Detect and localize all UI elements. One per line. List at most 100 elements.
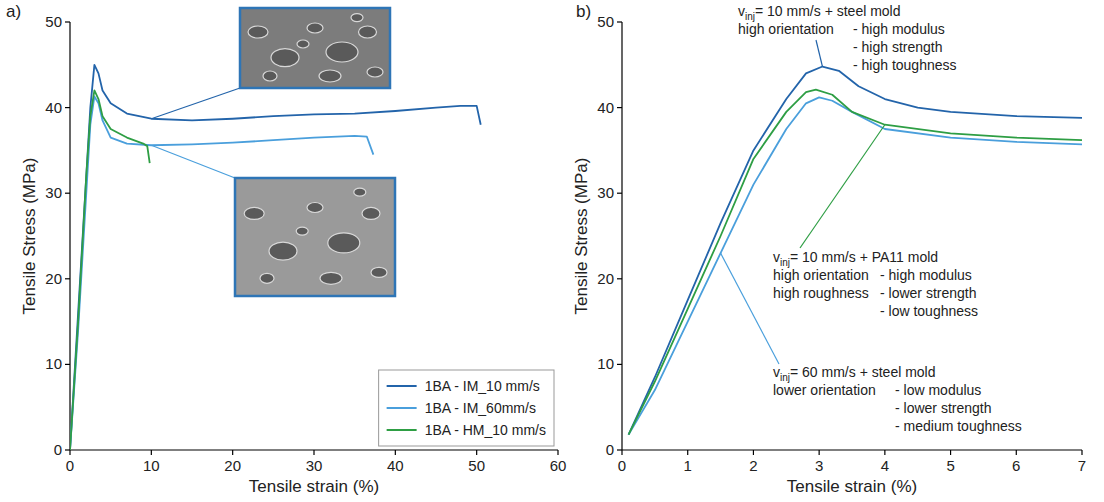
inset-connector <box>151 88 240 119</box>
sem-inset <box>240 8 390 88</box>
inset-particle <box>307 203 323 213</box>
x-tick <box>621 450 622 455</box>
y-axis-title: Tensile Stress (MPa) <box>20 158 39 315</box>
x-tick-label: 7 <box>1078 457 1086 474</box>
annotation-head: vinj= 10 mm/s + PA11 mold <box>773 249 938 268</box>
inset-border <box>240 8 390 88</box>
y-tick <box>65 449 70 450</box>
annotation: vinj= 60 mm/s + steel moldlower orientat… <box>721 253 1022 434</box>
inset-connector <box>151 145 235 178</box>
panel-label: a) <box>6 2 21 21</box>
legend-swatch <box>387 385 417 387</box>
y-tick <box>617 278 622 279</box>
annotation-property: - medium toughness <box>895 418 1022 434</box>
y-tick-label: 20 <box>45 270 62 287</box>
panel: 0123456701020304050Tensile strain (%)Ten… <box>572 2 1086 496</box>
annotation-property: - lower strength <box>880 285 976 301</box>
x-tick-label: 2 <box>749 457 757 474</box>
annotation-property: - high modulus <box>853 21 945 37</box>
y-tick <box>617 107 622 108</box>
inset-particle <box>248 26 268 38</box>
inset-particle <box>307 23 323 33</box>
y-tick-label: 50 <box>45 13 62 30</box>
annotation-symbol: v <box>773 364 780 380</box>
annotation-property: - low modulus <box>895 382 981 398</box>
legend-label: 1BA - IM_10 mm/s <box>425 378 540 394</box>
inset-particle <box>319 70 341 82</box>
y-tick <box>617 364 622 365</box>
inset-image <box>240 8 390 88</box>
figure: 010203040506001020304050Tensile strain (… <box>0 0 1104 502</box>
x-tick-label: 30 <box>306 457 323 474</box>
x-tick <box>819 450 820 455</box>
x-tick-label: 60 <box>550 457 567 474</box>
x-tick-label: 3 <box>815 457 823 474</box>
annotation: vinj= 10 mm/s + steel moldhigh orientati… <box>738 3 957 73</box>
y-tick <box>65 21 70 22</box>
inset-particle <box>269 242 297 260</box>
inset-particle <box>351 14 363 22</box>
inset-particle <box>320 272 342 284</box>
x-axis <box>622 449 1082 450</box>
y-tick-label: 30 <box>45 184 62 201</box>
x-tick-label: 5 <box>946 457 954 474</box>
x-tick <box>687 450 688 455</box>
inset-image <box>235 178 395 296</box>
y-tick-label: 40 <box>597 99 614 116</box>
y-tick <box>65 364 70 365</box>
series-line <box>70 90 150 450</box>
x-tick <box>151 450 152 455</box>
y-tick-label: 0 <box>54 441 62 458</box>
annotation-leader <box>816 40 822 67</box>
x-tick <box>1081 450 1082 455</box>
y-tick-label: 30 <box>597 184 614 201</box>
x-tick <box>1016 450 1017 455</box>
x-tick <box>395 450 396 455</box>
x-tick-label: 20 <box>224 457 241 474</box>
inset-particle <box>263 71 277 81</box>
annotation-property: - high strength <box>853 39 943 55</box>
series-line <box>629 67 1082 435</box>
x-tick-label: 10 <box>143 457 160 474</box>
annotation-leader <box>721 253 779 364</box>
annotation-text: = 10 mm/s + steel mold <box>755 3 901 19</box>
inset-particle <box>326 42 358 62</box>
inset-particle <box>371 267 387 277</box>
y-tick <box>65 193 70 194</box>
y-tick-label: 40 <box>45 99 62 116</box>
inset-particle <box>359 26 377 38</box>
x-tick-label: 0 <box>66 457 74 474</box>
y-tick-label: 20 <box>597 270 614 287</box>
sem-inset <box>235 178 395 296</box>
x-tick <box>232 450 233 455</box>
y-tick <box>617 449 622 450</box>
inset-particle <box>260 273 274 283</box>
x-tick-label: 4 <box>881 457 889 474</box>
annotation-property: - high toughness <box>853 57 957 73</box>
annotation-symbol: v <box>738 3 745 19</box>
y-tick-label: 0 <box>606 441 614 458</box>
x-tick-label: 50 <box>468 457 485 474</box>
x-tick <box>69 450 70 455</box>
y-tick <box>65 278 70 279</box>
inset-particle <box>362 207 380 219</box>
x-tick <box>313 450 314 455</box>
panel-label: b) <box>576 2 591 21</box>
x-tick <box>557 450 558 455</box>
annotation-condition: high roughness <box>773 285 869 301</box>
inset-particle <box>297 40 309 48</box>
x-tick-label: 1 <box>684 457 692 474</box>
plot-area <box>629 67 1082 435</box>
series-line <box>70 96 373 450</box>
annotation-property: - lower strength <box>895 400 991 416</box>
panel: 010203040506001020304050Tensile strain (… <box>6 2 566 496</box>
x-axis-title: Tensile strain (%) <box>787 477 917 496</box>
inset-particle <box>328 233 360 253</box>
legend-swatch <box>387 407 417 409</box>
x-tick-label: 40 <box>387 457 404 474</box>
y-tick <box>617 21 622 22</box>
inset-particle <box>244 207 264 219</box>
annotation-symbol: v <box>773 249 780 265</box>
inset-particle <box>354 188 366 196</box>
x-tick <box>753 450 754 455</box>
